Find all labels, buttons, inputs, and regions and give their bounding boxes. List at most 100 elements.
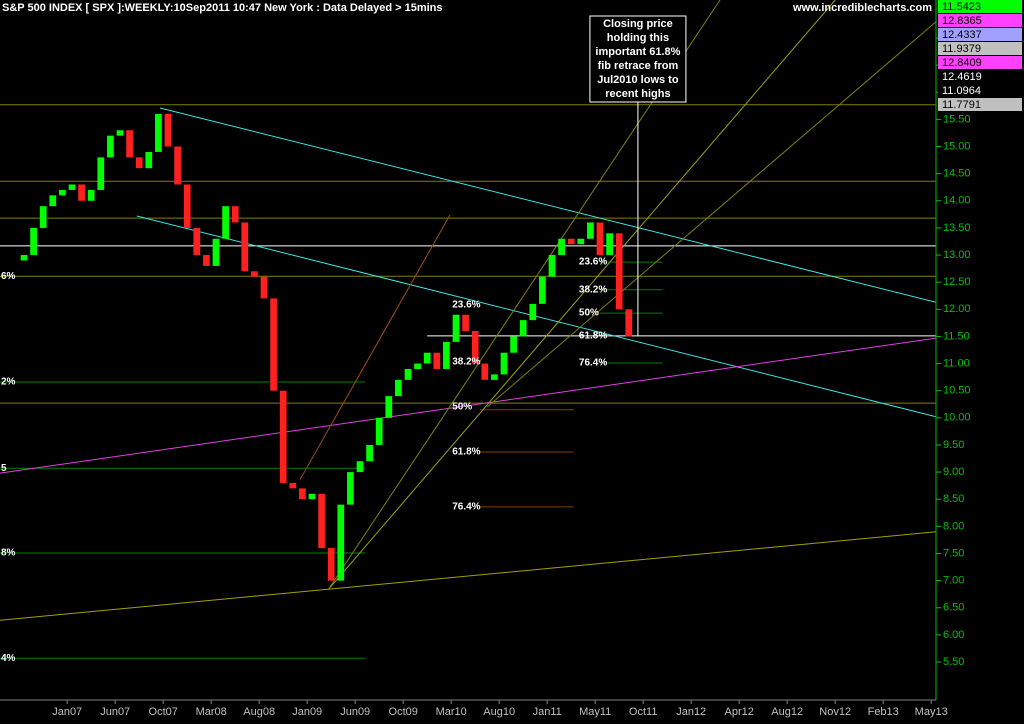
candle <box>20 255 28 261</box>
value-box-label: 12.4619 <box>942 71 982 83</box>
callout-box <box>589 15 687 103</box>
x-tick-label: Oct11 <box>629 706 658 718</box>
callout-text: Jul2010 lows to <box>597 74 679 86</box>
value-box <box>938 0 1022 13</box>
x-tick-label: Oct07 <box>149 706 178 718</box>
y-tick-label: 6.50 <box>943 602 964 614</box>
y-tick-label: 15.00 <box>943 140 971 152</box>
annotation: 5 <box>1 463 7 474</box>
candle <box>68 184 76 190</box>
trend-line <box>159 107 936 303</box>
candle <box>606 233 613 256</box>
candle <box>366 444 373 462</box>
candle <box>327 548 335 581</box>
candle <box>30 227 37 256</box>
annotation: 50% <box>579 308 599 319</box>
y-tick-label: 12.00 <box>943 303 971 315</box>
chart-title: S&P 500 INDEX [ SPX ]:WEEKLY:10Sep2011 1… <box>2 2 443 14</box>
candle <box>164 113 172 147</box>
annotation: 23.6% <box>452 300 480 311</box>
y-tick-label: 10.00 <box>943 412 971 424</box>
value-box <box>938 84 1022 97</box>
y-tick-label: 7.00 <box>943 575 964 587</box>
y-tick-label: 11.50 <box>943 330 970 342</box>
callout-text: Closing price <box>603 18 673 30</box>
value-box-label: 12.8409 <box>942 57 982 69</box>
y-tick-label: 8.00 <box>943 520 964 532</box>
y-tick-label: 9.00 <box>943 466 964 478</box>
candle <box>145 151 153 169</box>
x-tick-label: Mar08 <box>196 706 227 718</box>
y-tick-label: 12.50 <box>943 276 971 288</box>
candle <box>452 314 460 342</box>
candle <box>356 461 364 473</box>
candle <box>577 238 585 245</box>
candle <box>126 130 133 158</box>
candle <box>414 363 421 369</box>
callout-text: recent highs <box>605 88 670 100</box>
candle <box>107 135 114 158</box>
candle <box>270 298 277 391</box>
candle <box>395 379 402 397</box>
candle <box>212 238 220 266</box>
value-box <box>938 28 1022 41</box>
candle <box>155 113 162 152</box>
value-box <box>938 70 1022 83</box>
value-box <box>938 42 1022 55</box>
candle <box>39 206 47 228</box>
value-box <box>938 56 1022 69</box>
plot-clip: 23.6% 38.2% 50% 61.8% 76.4% 23.6% 38.2% 50% 61.8… <box>0 0 936 664</box>
y-tick-label: 13.50 <box>943 222 971 234</box>
candle <box>251 271 258 277</box>
trend-line <box>0 531 936 621</box>
annotation: 23.6% <box>579 257 607 268</box>
x-tick-label: Apr12 <box>725 706 754 718</box>
y-tick-label: 6.00 <box>943 629 964 641</box>
x-tick-label: Mar10 <box>436 706 467 718</box>
x-tick-label: Jan09 <box>292 706 322 718</box>
candle <box>385 396 393 418</box>
x-tick-label: Aug12 <box>771 706 803 718</box>
y-tick-label: 7.50 <box>943 547 964 559</box>
annotation: 38.2% <box>452 357 480 368</box>
candle <box>49 195 57 207</box>
annotation: 76.4% <box>452 501 480 512</box>
candle <box>260 276 268 299</box>
x-tick-label: Jan12 <box>676 706 706 718</box>
annotation: 8% <box>1 548 16 559</box>
candle <box>539 276 546 304</box>
callout-text: holding this <box>607 32 669 44</box>
candle <box>500 352 508 375</box>
annotation: 76.4% <box>579 358 607 369</box>
candle <box>491 374 498 380</box>
y-tick-label: 5.50 <box>943 656 964 668</box>
annotation: 4% <box>1 653 16 664</box>
y-tick-label: 14.00 <box>943 195 971 207</box>
x-tick-label: May13 <box>915 706 948 718</box>
annotation: 50% <box>452 402 472 413</box>
y-tick-label: 13.00 <box>943 249 971 261</box>
candle <box>519 320 527 337</box>
x-tick-label: Oct09 <box>389 706 418 718</box>
candle <box>318 493 325 549</box>
value-box-label: 11.9379 <box>942 43 981 55</box>
x-tick-label: Nov12 <box>819 706 851 718</box>
annotation: 61.8% <box>452 447 480 458</box>
y-tick-label: 9.50 <box>943 439 964 451</box>
candle <box>299 488 306 500</box>
candle <box>615 233 623 310</box>
candle <box>443 341 450 369</box>
candle <box>193 227 201 256</box>
plot-area: 23.6% 38.2% 50% 61.8% 76.4% 23.6% 38.2% 50% 61.8… <box>0 0 936 664</box>
candle <box>87 189 95 201</box>
candle <box>433 352 441 369</box>
candle <box>462 314 469 332</box>
annotation: 61.8% <box>579 331 607 342</box>
x-tick-label: May11 <box>579 706 611 718</box>
candle <box>97 157 105 190</box>
candle <box>59 189 66 196</box>
candle <box>404 368 412 380</box>
